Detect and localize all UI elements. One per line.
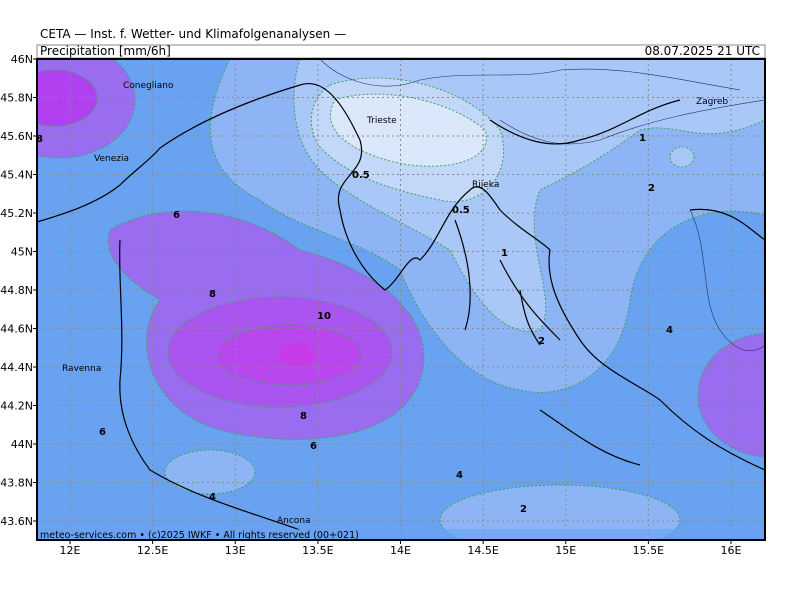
coastline [119, 239, 301, 531]
y-tick-label: 46N [11, 53, 33, 66]
contour-label: 6 [173, 210, 180, 221]
contour-label: 10 [317, 311, 331, 322]
y-tick-label: 44.4N [0, 361, 33, 374]
y-tick-label: 44.6N [0, 323, 33, 336]
city: Venezia [94, 154, 129, 164]
contour-label: 6 [99, 427, 106, 438]
x-tick-label: 12E [60, 544, 81, 557]
contour-label: 4 [209, 492, 216, 503]
contour-label: 2 [538, 336, 545, 347]
y-tick-label: 44N [11, 438, 33, 451]
field-6 [697, 332, 765, 458]
x-tick-label: 12.5E [137, 544, 168, 557]
islands [454, 219, 641, 466]
y-tick-label: 44.8N [0, 284, 33, 297]
y-tick-label: 45.2N [0, 207, 33, 220]
border [489, 99, 765, 241]
contour-label: 0.5 [452, 205, 470, 216]
coastline [337, 139, 765, 471]
coastline [37, 82, 361, 223]
y-tick-label: 45.6N [0, 130, 33, 143]
x-tick-label: 13.5E [302, 544, 333, 557]
x-tick-label: 15.5E [633, 544, 664, 557]
y-tick-label: 44.2N [0, 400, 33, 413]
y-tick-label: 43.8N [0, 477, 33, 490]
contour-label: 1 [639, 133, 646, 144]
x-tick-label: 16E [721, 544, 742, 557]
city: Zagreb [696, 97, 728, 107]
contour-label: 1 [501, 248, 508, 259]
contour-label: 0.5 [352, 170, 370, 181]
city: Trieste [366, 116, 397, 126]
y-tick-label: 45N [11, 246, 33, 259]
contour-label: 4 [666, 325, 673, 336]
y-tick-label: 45.4N [0, 169, 33, 182]
axis-ticks: 12E 12.5E 13E 13.5E 14E 14.5E 15E 15.5E 16E 46N 45… [0, 53, 741, 557]
footer-bar [37, 529, 765, 540]
timestamp: 08.07.2025 21 UTC [645, 44, 760, 58]
graticule [37, 59, 765, 540]
city: Ancona [277, 516, 311, 526]
contour-label: 4 [456, 470, 463, 481]
city: Conegliano [123, 81, 174, 91]
x-tick-label: 13E [225, 544, 246, 557]
contour-label: 2 [520, 504, 527, 515]
y-tick-label: 45.8N [0, 92, 33, 105]
y-tick-label: 43.6N [0, 515, 33, 528]
map-area: Conegliano Venezia Trieste Rijeka Zagreb… [36, 59, 765, 541]
contour-label: 8 [209, 289, 216, 300]
footer: meteo-services.com • (c)2025 IWKF • All … [40, 530, 359, 541]
x-tick-label: 14.5E [467, 544, 498, 557]
borders [319, 59, 765, 351]
x-tick-label: 14E [390, 544, 411, 557]
contour-label: 6 [310, 441, 317, 452]
field-0 [329, 93, 487, 167]
map-title: Precipitation [mm/6h] [40, 44, 171, 58]
field-12 [280, 343, 316, 367]
field-2 [164, 449, 256, 495]
contour-label: 2 [648, 183, 655, 194]
contour-label: 8 [36, 134, 43, 145]
x-tick-label: 15E [555, 544, 576, 557]
field-1 [669, 146, 695, 168]
city: Ravenna [62, 364, 101, 374]
city: Rijeka [472, 180, 499, 190]
header: CETA — Inst. f. Wetter- und Klimafolgena… [40, 27, 346, 41]
contour-label: 8 [300, 411, 307, 422]
field-2 [439, 484, 681, 540]
